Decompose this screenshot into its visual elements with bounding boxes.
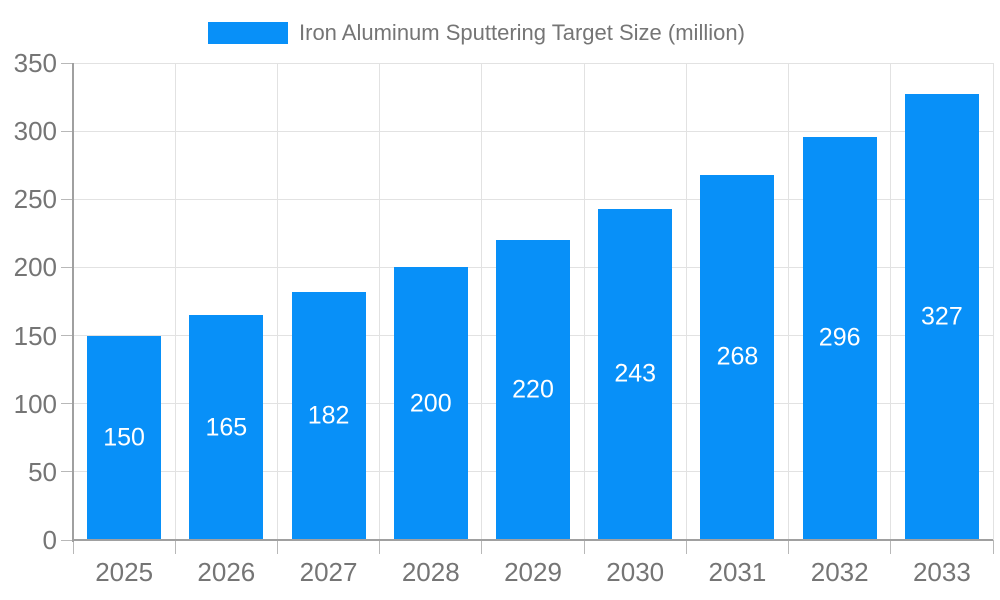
y-axis-line — [72, 63, 74, 542]
bar — [904, 94, 979, 540]
x-axis-tick — [276, 540, 278, 554]
x-tick-label: 2028 — [401, 557, 460, 587]
bar-value-label: 200 — [409, 389, 452, 418]
y-axis-tick — [61, 198, 73, 200]
bar-value-label: 150 — [103, 423, 145, 452]
legend-swatch — [208, 22, 288, 44]
x-axis-tick — [481, 540, 483, 554]
bar-value-label: 243 — [614, 359, 657, 388]
y-axis-tick — [61, 266, 73, 268]
y-tick-label: 300 — [13, 116, 57, 147]
gridline-vertical — [481, 63, 483, 540]
x-tick-label: 2025 — [95, 557, 154, 587]
x-axis-tick — [788, 540, 790, 554]
bar-value-label: 327 — [921, 302, 963, 331]
legend-label: Iron Aluminum Sputtering Target Size (mi… — [299, 20, 745, 45]
x-axis-line — [73, 539, 993, 541]
gridline-vertical — [685, 63, 687, 540]
x-tick-label: 2031 — [708, 557, 767, 587]
bar — [87, 335, 162, 540]
legend-item[interactable]: Iron Aluminum Sputtering Target Size (mi… — [208, 20, 745, 46]
gridline-horizontal — [73, 198, 993, 200]
bar-value-label: 165 — [205, 413, 248, 442]
gridline-vertical — [379, 63, 381, 540]
x-axis-tick — [72, 540, 74, 554]
gridline-vertical — [992, 63, 994, 540]
gridline-vertical — [890, 63, 892, 540]
y-axis-tick — [61, 62, 73, 64]
plot-area: 0 50 100 150 200 250 300 350 150 2025 165 2026 182 20… — [14, 50, 994, 587]
bar — [802, 136, 877, 540]
gridline-horizontal — [73, 130, 993, 132]
y-axis-tick — [61, 403, 73, 405]
x-tick-label: 2030 — [606, 557, 665, 587]
gridline-horizontal — [73, 62, 993, 64]
y-axis-tick — [61, 539, 73, 541]
bar — [189, 315, 264, 540]
x-axis-tick — [174, 540, 176, 554]
y-tick-label: 200 — [13, 252, 57, 283]
bar-value-label: 220 — [512, 375, 554, 404]
y-axis-tick — [61, 471, 73, 473]
x-axis-tick — [890, 540, 892, 554]
x-tick-label: 2026 — [197, 557, 256, 587]
y-tick-label: 100 — [13, 388, 57, 419]
bar — [598, 208, 673, 540]
bar — [291, 291, 366, 540]
x-axis-tick — [583, 540, 585, 554]
bar — [700, 174, 775, 540]
y-axis-tick — [61, 130, 73, 132]
x-axis-tick — [379, 540, 381, 554]
x-tick-label: 2027 — [299, 557, 358, 587]
y-tick-label: 0 — [42, 525, 57, 555]
y-axis-tick — [61, 335, 73, 337]
bar-value-label: 268 — [716, 342, 759, 371]
x-tick-label: 2032 — [810, 557, 869, 587]
bar-value-label: 182 — [307, 401, 350, 430]
y-tick-label: 350 — [13, 48, 57, 78]
y-tick-label: 150 — [13, 320, 57, 351]
gridline-vertical — [276, 63, 278, 540]
x-tick-label: 2033 — [912, 557, 971, 587]
x-axis-tick — [992, 540, 994, 554]
gridline-vertical — [174, 63, 176, 540]
bar — [496, 240, 570, 540]
x-tick-label: 2029 — [504, 557, 562, 587]
bar — [393, 267, 468, 540]
x-axis-tick — [685, 540, 687, 554]
gridline-vertical — [583, 63, 585, 540]
gridline-vertical — [788, 63, 790, 540]
y-tick-label: 250 — [13, 184, 57, 215]
y-tick-label: 50 — [28, 456, 57, 487]
bar-value-label: 296 — [818, 323, 861, 352]
